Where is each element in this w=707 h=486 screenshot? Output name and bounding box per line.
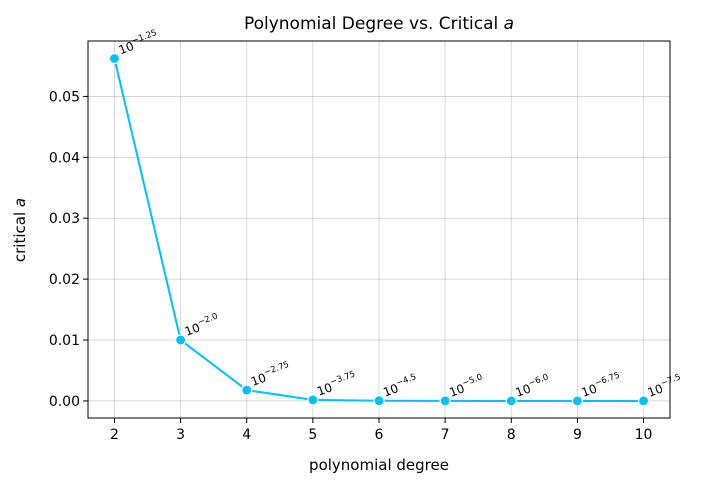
data-point: [439, 395, 451, 407]
x-tick-label: 2: [110, 427, 119, 443]
y-axis-ticks: 0.00 0.01 0.02 0.03 0.04 0.05: [49, 89, 88, 410]
data-point: [241, 384, 253, 396]
x-tick-label: 5: [308, 427, 317, 443]
annotation-base: 10: [447, 381, 466, 399]
y-tick-label: 0.03: [49, 211, 80, 227]
y-tick-label: 0.02: [49, 272, 80, 288]
data-point: [108, 52, 121, 65]
annotation-base: 10: [183, 320, 202, 338]
x-tick-label: 3: [176, 427, 185, 443]
data-point: [373, 395, 385, 407]
chart-title: Polynomial Degree vs. Critical a: [244, 14, 514, 34]
y-axis-label-main: critical: [11, 207, 29, 262]
data-point: [505, 395, 517, 407]
annotation-base: 10: [580, 381, 599, 399]
y-tick-label: 0.01: [49, 333, 80, 349]
chart-title-main: Polynomial Degree vs. Critical: [244, 14, 504, 34]
series-markers: [108, 52, 650, 407]
annotation-base: 10: [117, 39, 136, 57]
x-tick-label: 10: [635, 427, 653, 443]
x-axis-ticks: 2 3 4 5 6 7 8 9 10: [110, 418, 652, 443]
x-tick-label: 7: [441, 427, 450, 443]
chart-title-variable: a: [504, 14, 514, 34]
y-tick-label: 0.04: [49, 150, 80, 166]
annotation-base: 10: [646, 381, 665, 399]
y-tick-label: 0.05: [49, 89, 80, 105]
y-axis-label: critical a: [11, 198, 29, 262]
data-point: [571, 395, 584, 407]
annotation-base: 10: [315, 380, 334, 398]
data-point: [637, 395, 650, 407]
annotation-base: 10: [381, 381, 400, 399]
annotation-base: 10: [514, 381, 533, 399]
x-tick-label: 6: [375, 427, 384, 443]
y-axis-label-variable: a: [11, 198, 29, 207]
x-tick-label: 9: [573, 427, 582, 443]
x-tick-label: 4: [242, 427, 251, 443]
x-tick-label: 8: [507, 427, 516, 443]
annotation-base: 10: [249, 371, 268, 389]
data-point: [307, 394, 319, 406]
data-point: [174, 334, 187, 346]
x-axis-label: polynomial degree: [309, 456, 449, 474]
y-tick-label: 0.00: [49, 394, 80, 410]
